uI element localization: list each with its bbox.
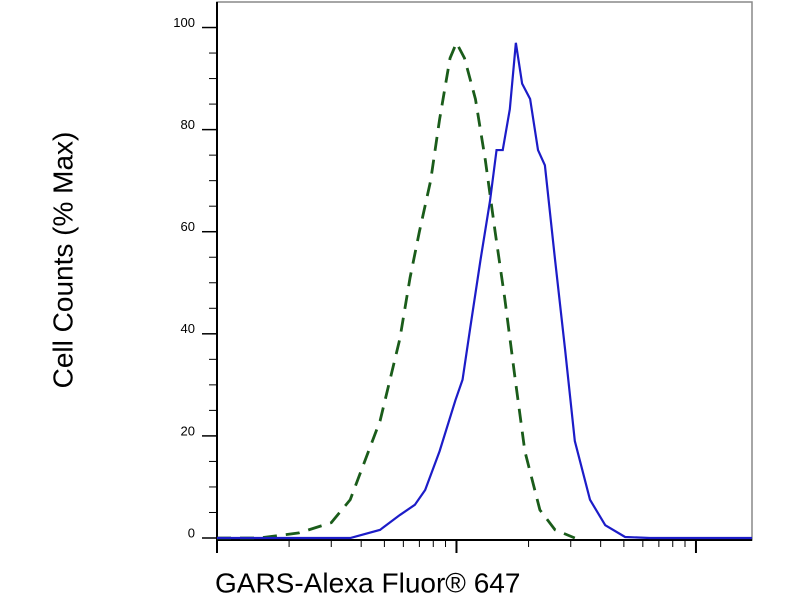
histogram-line — [217, 42, 752, 540]
y-axis-title: Cell Counts (% Max) — [47, 132, 78, 389]
y-tick-label: 20 — [181, 423, 195, 438]
y-tick-label: 60 — [181, 219, 195, 234]
plot-frame — [216, 1, 753, 541]
y-tick-label: 100 — [173, 15, 195, 30]
x-axis-title: GARS-Alexa Fluor® 647 — [215, 567, 520, 598]
y-tick-label: 80 — [181, 117, 195, 132]
y-tick-label: 0 — [188, 525, 195, 540]
histogram-line — [217, 39, 576, 540]
y-tick-label: 40 — [181, 321, 195, 336]
